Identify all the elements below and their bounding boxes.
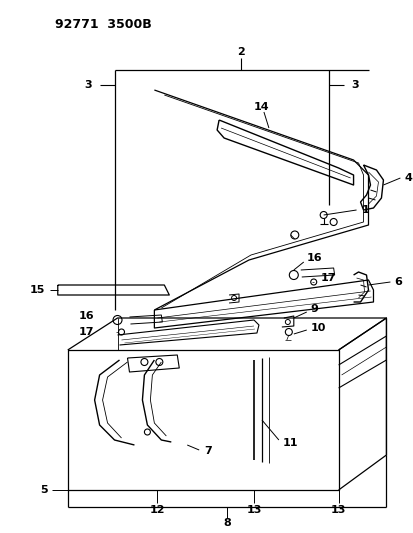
Text: 3: 3 <box>351 80 358 90</box>
Text: 17: 17 <box>79 327 95 337</box>
Text: 9: 9 <box>310 304 318 314</box>
Text: 13: 13 <box>246 505 261 515</box>
Text: 15: 15 <box>29 285 45 295</box>
Text: 17: 17 <box>320 273 335 283</box>
Text: 8: 8 <box>223 518 230 528</box>
Text: 13: 13 <box>330 505 346 515</box>
Text: 7: 7 <box>204 446 211 456</box>
Text: 12: 12 <box>149 505 165 515</box>
Text: 2: 2 <box>237 47 244 57</box>
Text: 16: 16 <box>306 253 322 263</box>
Text: 14: 14 <box>254 102 269 112</box>
Text: 92771  3500B: 92771 3500B <box>55 18 151 31</box>
Text: 16: 16 <box>79 311 95 321</box>
Text: 6: 6 <box>394 277 401 287</box>
Text: 1: 1 <box>361 205 368 215</box>
Text: 5: 5 <box>40 485 47 495</box>
Text: 3: 3 <box>84 80 91 90</box>
Text: 4: 4 <box>404 173 411 183</box>
Text: 10: 10 <box>310 323 325 333</box>
Text: 11: 11 <box>282 438 298 448</box>
